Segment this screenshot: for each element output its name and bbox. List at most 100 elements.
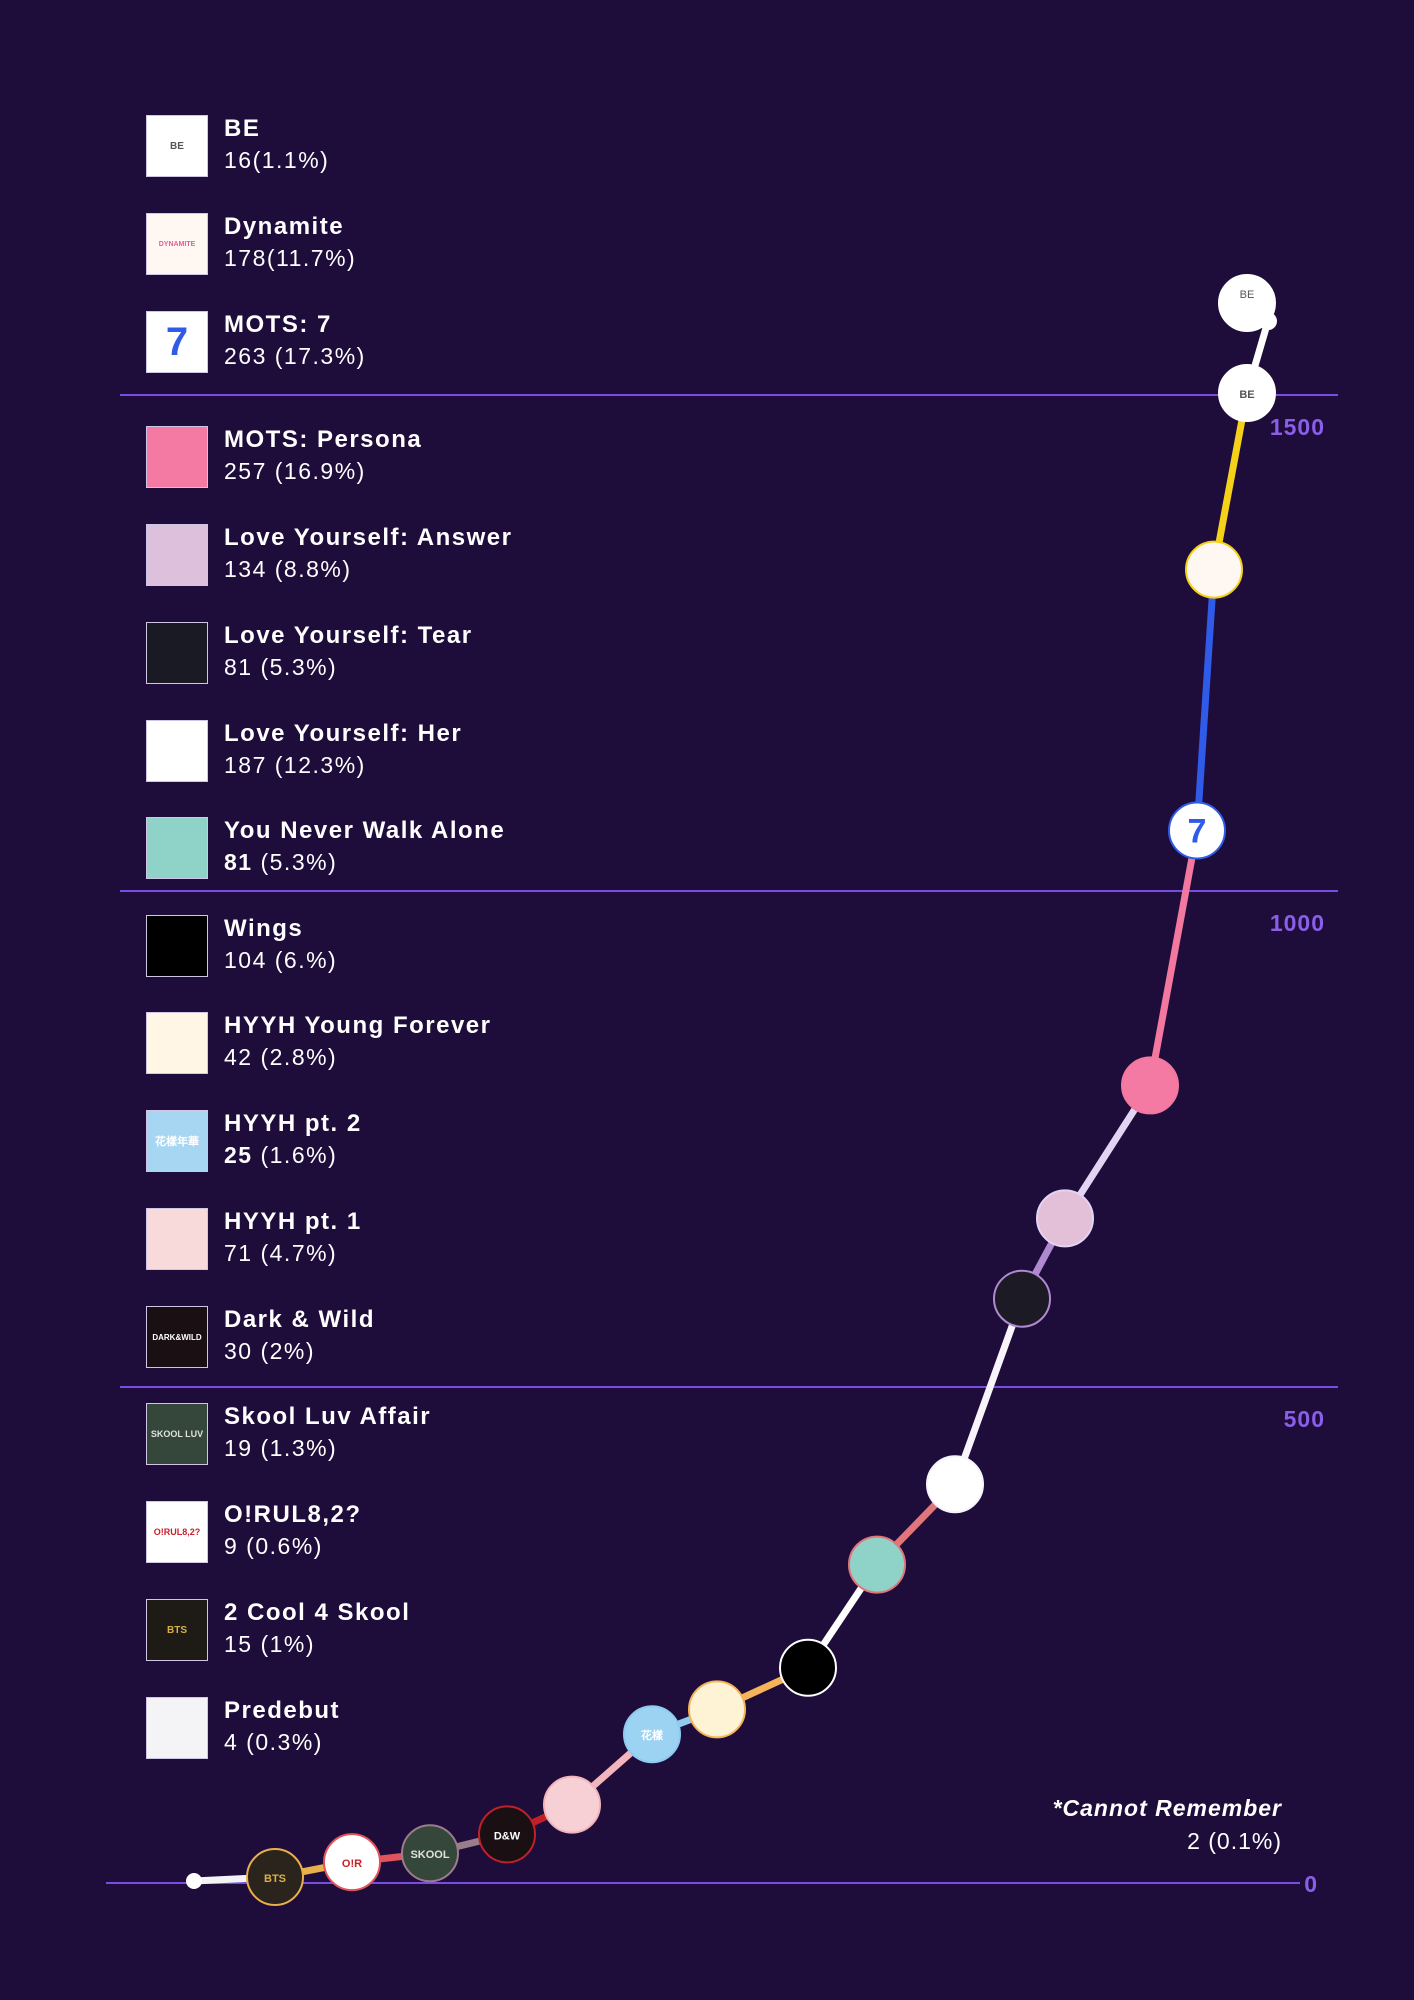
segment-11 bbox=[951, 1295, 1026, 1488]
legend-album-stat: 257 (16.9%) bbox=[224, 458, 366, 484]
legend-album-name: Dynamite bbox=[224, 213, 345, 240]
marker-mots-persona bbox=[1121, 1056, 1179, 1115]
dynamite-cover-icon: DYNAMITE bbox=[146, 213, 208, 275]
predebut-cover-icon bbox=[146, 1697, 208, 1759]
wings-cover-icon bbox=[146, 915, 208, 977]
2cool4skool-cover-icon: BTS bbox=[146, 1599, 208, 1661]
marker-you-never-walk-alone bbox=[848, 1535, 906, 1594]
marker-be: BE bbox=[1218, 274, 1276, 332]
start-point bbox=[186, 1873, 202, 1890]
marker-love-yourself-tear bbox=[993, 1269, 1051, 1328]
segment-15 bbox=[1193, 566, 1218, 834]
cannot-remember-title: *Cannot Remember bbox=[1052, 1795, 1282, 1821]
legend-album-count: 81 bbox=[224, 849, 253, 875]
hyyh1-cover-icon bbox=[146, 1208, 208, 1270]
marker-wings bbox=[779, 1638, 837, 1697]
legend-album-count: 25 bbox=[224, 1142, 253, 1168]
legend-album-stat: 15 (1%) bbox=[224, 1631, 316, 1657]
legend-album-name: MOTS: Persona bbox=[224, 426, 423, 453]
legend-album-name: Dark & Wild bbox=[224, 1306, 375, 1333]
marker-be: BE bbox=[1218, 364, 1276, 423]
legend-item: MOTS: Persona 257 (16.9%) bbox=[146, 426, 706, 490]
legend-album-name: You Never Walk Alone bbox=[224, 817, 506, 844]
legend-album-stat: 30 (2%) bbox=[224, 1338, 316, 1364]
y-tick-label-1500: 1500 bbox=[1270, 414, 1325, 440]
legend-album-name: Love Yourself: Answer bbox=[224, 524, 513, 551]
legend-album-stat: 178(11.7%) bbox=[224, 245, 357, 271]
legend-album-stat: 9 (0.6%) bbox=[224, 1533, 323, 1559]
marker-love-yourself-her bbox=[926, 1455, 984, 1514]
legend-album-stat: 134 (8.8%) bbox=[224, 556, 352, 582]
legend-item: Predebut 4 (0.3%) bbox=[146, 1697, 706, 1761]
legend-album-stat: 104 (6.%) bbox=[224, 947, 338, 973]
marker-dark-wild: D&W bbox=[478, 1805, 536, 1864]
marker-2-cool-4-skool: BTS bbox=[246, 1848, 304, 1907]
album-markers: BTS O!R SKOOL D&W 花樣 7 BE BE bbox=[186, 274, 1277, 1907]
legend-album-stat: 71 (4.7%) bbox=[224, 1240, 338, 1266]
legend-item: O!RUL8,2? O!RUL8,2? 9 (0.6%) bbox=[146, 1501, 706, 1565]
legend-album-stat: 19 (1.3%) bbox=[224, 1435, 338, 1461]
legend-item: Love Yourself: Answer 134 (8.8%) bbox=[146, 524, 706, 588]
mots7-cover-icon: 7 bbox=[146, 311, 208, 373]
legend-album-name: Love Yourself: Tear bbox=[224, 622, 473, 649]
legend-album-stat: 4 (0.3%) bbox=[224, 1729, 323, 1755]
legend-album-percent: (1.6%) bbox=[252, 1142, 338, 1168]
legend-item: SKOOL LUV Skool Luv Affair 19 (1.3%) bbox=[146, 1403, 706, 1467]
ly-her-cover-icon bbox=[146, 720, 208, 782]
hyyh2-cover-icon: 花樣年華 bbox=[146, 1110, 208, 1172]
legend-album-name: Skool Luv Affair bbox=[224, 1403, 432, 1430]
segment-14 bbox=[1146, 826, 1201, 1089]
ynwa-cover-icon bbox=[146, 817, 208, 879]
legend-album-name: HYYH pt. 2 bbox=[224, 1110, 362, 1137]
orul82-cover-icon: O!RUL8,2? bbox=[146, 1501, 208, 1563]
svg-text:D&W: D&W bbox=[494, 1830, 521, 1842]
svg-text:BE: BE bbox=[1240, 289, 1255, 301]
gridlines bbox=[106, 394, 1338, 1884]
legend-album-name: HYYH Young Forever bbox=[224, 1012, 492, 1039]
legend-album-stat: 16(1.1%) bbox=[224, 147, 330, 173]
legend-album-name: Predebut bbox=[224, 1697, 341, 1724]
y-tick-label-0: 0 bbox=[1304, 1871, 1318, 1897]
marker-o-rul8-2: O!R bbox=[323, 1833, 381, 1892]
legend-album-stat: 25 (1.6%) bbox=[224, 1142, 337, 1169]
persona-cover-icon bbox=[146, 426, 208, 488]
cannot-remember-stat: 2 (0.1%) bbox=[1187, 1828, 1282, 1854]
svg-text:花樣: 花樣 bbox=[641, 1728, 664, 1742]
legend-item: DARK&WILD Dark & Wild 30 (2%) bbox=[146, 1306, 706, 1370]
legend-item: HYYH pt. 1 71 (4.7%) bbox=[146, 1208, 706, 1272]
legend-item: DYNAMITE Dynamite 178(11.7%) bbox=[146, 213, 706, 277]
ly-tear-cover-icon bbox=[146, 622, 208, 684]
legend-item: Love Yourself: Her 187 (12.3%) bbox=[146, 720, 706, 784]
dark-wild-cover-icon: DARK&WILD bbox=[146, 1306, 208, 1368]
marker-hyyh-pt-2: 花樣 bbox=[623, 1705, 681, 1764]
legend-album-name: MOTS: 7 bbox=[224, 311, 332, 338]
legend-album-name: O!RUL8,2? bbox=[224, 1501, 362, 1528]
ly-answer-cover-icon bbox=[146, 524, 208, 586]
svg-text:BTS: BTS bbox=[264, 1873, 286, 1885]
legend-album-name: HYYH pt. 1 bbox=[224, 1208, 362, 1235]
legend-item: HYYH Young Forever 42 (2.8%) bbox=[146, 1012, 706, 1076]
marker-skool-luv-affair: SKOOL bbox=[401, 1824, 459, 1883]
svg-text:BE: BE bbox=[1239, 389, 1254, 401]
svg-text:O!R: O!R bbox=[342, 1858, 362, 1870]
legend-item: 花樣年華 HYYH pt. 2 25 (1.6%) bbox=[146, 1110, 706, 1174]
y-tick-labels: 0 500 1000 1500 bbox=[1270, 414, 1325, 1897]
marker-hyyh-pt-1 bbox=[543, 1775, 601, 1834]
legend-album-stat: 42 (2.8%) bbox=[224, 1044, 338, 1070]
legend-album-name: BE bbox=[224, 115, 261, 142]
legend-album-name: 2 Cool 4 Skool bbox=[224, 1599, 411, 1626]
legend-album-stat: 187 (12.3%) bbox=[224, 752, 366, 778]
marker-dynamite bbox=[1185, 540, 1243, 599]
legend-item: BE BE 16(1.1%) bbox=[146, 115, 706, 179]
legend-item: You Never Walk Alone 81 (5.3%) bbox=[146, 817, 706, 881]
legend-item: Wings 104 (6.%) bbox=[146, 915, 706, 979]
legend-album-name: Love Yourself: Her bbox=[224, 720, 463, 747]
skool-luv-cover-icon: SKOOL LUV bbox=[146, 1403, 208, 1465]
legend-album-stat: 81 (5.3%) bbox=[224, 849, 337, 876]
legend-item: Love Yourself: Tear 81 (5.3%) bbox=[146, 622, 706, 686]
svg-text:7: 7 bbox=[1188, 812, 1207, 850]
marker-mots-7: 7 bbox=[1168, 801, 1226, 860]
y-tick-label-500: 500 bbox=[1284, 1406, 1325, 1432]
marker-love-yourself-answer bbox=[1036, 1189, 1094, 1248]
